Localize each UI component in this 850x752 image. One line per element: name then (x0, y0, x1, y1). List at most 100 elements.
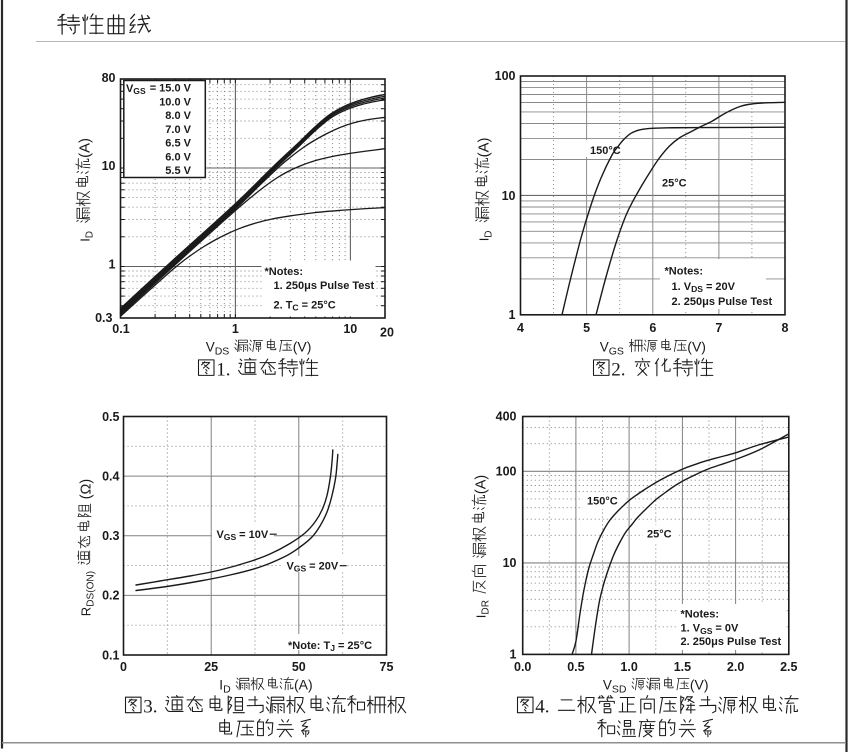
svg-text:5: 5 (583, 321, 590, 335)
svg-text:10: 10 (502, 189, 516, 203)
svg-text:I: I (477, 238, 492, 242)
svg-text:0.3: 0.3 (102, 529, 119, 543)
svg-text:DS: DS (215, 345, 230, 357)
svg-text:10: 10 (343, 322, 357, 336)
svg-text:(V): (V) (690, 677, 709, 693)
svg-text:7: 7 (715, 321, 722, 335)
svg-text:0.5: 0.5 (567, 660, 584, 674)
svg-text:D: D (223, 684, 231, 696)
svg-text:= 15.0 V: = 15.0 V (150, 83, 192, 95)
svg-text:1.5: 1.5 (674, 660, 691, 674)
svg-text:J: J (330, 643, 335, 653)
svg-text:1. V: 1. V (681, 623, 701, 635)
svg-text:0.4: 0.4 (102, 469, 119, 483)
svg-text:1. V: 1. V (672, 281, 692, 293)
svg-text:DS: DS (691, 284, 703, 294)
svg-text:I: I (219, 678, 223, 693)
svg-text:V: V (600, 339, 609, 354)
svg-text:(Ω): (Ω) (79, 479, 95, 504)
svg-text:20: 20 (380, 326, 394, 340)
svg-text:V: V (217, 529, 225, 541)
svg-text:*Note: T: *Note: T (288, 640, 330, 652)
svg-text:0.1: 0.1 (112, 322, 129, 336)
svg-text:V: V (126, 83, 134, 95)
svg-text:*Notes:: *Notes: (665, 266, 704, 278)
svg-text:1: 1 (232, 322, 239, 336)
svg-text:4: 4 (517, 321, 524, 335)
svg-text:0.5: 0.5 (102, 410, 119, 424)
svg-text:(A): (A) (474, 475, 490, 494)
svg-text:75: 75 (380, 660, 394, 674)
svg-text:= 25: = 25 (335, 640, 360, 652)
svg-text:150°C: 150°C (587, 496, 618, 508)
svg-text:2.0: 2.0 (727, 660, 744, 674)
svg-text:D: D (483, 230, 494, 237)
svg-text:3.: 3. (143, 697, 162, 718)
svg-text:8: 8 (782, 321, 789, 335)
svg-text:10: 10 (102, 159, 116, 173)
svg-text:= 20V: = 20V (703, 281, 736, 293)
svg-text:R: R (79, 607, 94, 616)
svg-text:GS: GS (609, 345, 624, 357)
svg-text:6.5 V: 6.5 V (165, 138, 191, 150)
svg-text:0.1: 0.1 (102, 648, 119, 662)
svg-text:2. 250μs Pulse Test: 2. 250μs Pulse Test (681, 636, 782, 648)
svg-text:V: V (603, 678, 612, 693)
svg-text:GS: GS (224, 532, 237, 542)
svg-text:25°C: 25°C (647, 529, 672, 541)
svg-text:(A): (A) (78, 138, 94, 158)
svg-text:100: 100 (495, 69, 516, 83)
svg-text:2. 250μs Pulse Test: 2. 250μs Pulse Test (672, 296, 773, 308)
svg-text:7.0 V: 7.0 V (165, 124, 191, 136)
svg-text:6.0 V: 6.0 V (165, 151, 191, 163)
svg-text:1: 1 (109, 257, 116, 271)
svg-text:5.5 V: 5.5 V (165, 165, 191, 177)
svg-text:100: 100 (496, 464, 517, 478)
svg-text:V: V (206, 339, 215, 354)
svg-text:I: I (474, 615, 489, 619)
svg-text:25: 25 (204, 660, 218, 674)
svg-text:2.: 2. (611, 359, 630, 380)
svg-text:8.0 V: 8.0 V (165, 110, 191, 122)
svg-text:400: 400 (496, 410, 517, 424)
svg-text:= 10V: = 10V (236, 529, 269, 541)
svg-text:1. 250μs Pulse Test: 1. 250μs Pulse Test (274, 280, 375, 292)
svg-text:1: 1 (509, 308, 516, 322)
svg-text:I: I (78, 238, 93, 242)
svg-text:(V): (V) (687, 338, 706, 354)
svg-text:150°C: 150°C (590, 145, 621, 157)
svg-text:0.2: 0.2 (102, 589, 119, 603)
svg-text:SD: SD (612, 684, 627, 696)
svg-text:0: 0 (120, 660, 127, 674)
svg-text:*Notes:: *Notes: (681, 608, 720, 620)
svg-text:0.0: 0.0 (514, 660, 531, 674)
svg-text:°C: °C (360, 640, 372, 652)
svg-text:DS(ON): DS(ON) (85, 571, 96, 607)
svg-text:25°C: 25°C (662, 177, 687, 189)
svg-text:GS: GS (700, 626, 713, 636)
svg-text:(A): (A) (477, 138, 493, 158)
svg-text:1.0: 1.0 (620, 660, 637, 674)
svg-text:°C: °C (323, 299, 335, 311)
svg-text:(V): (V) (293, 338, 312, 354)
svg-text:2.5: 2.5 (780, 660, 797, 674)
svg-text:0.3: 0.3 (95, 311, 112, 325)
svg-text:= 0V: = 0V (712, 623, 739, 635)
svg-text:10: 10 (503, 556, 517, 570)
svg-text:= 25: = 25 (299, 299, 324, 311)
svg-text:1: 1 (510, 648, 517, 662)
svg-text:80: 80 (102, 71, 116, 85)
svg-text:10.0 V: 10.0 V (159, 96, 191, 108)
svg-text:= 20V: = 20V (306, 560, 339, 572)
svg-text:DR: DR (480, 600, 491, 615)
svg-text:4.: 4. (535, 697, 554, 718)
svg-text:6: 6 (649, 321, 656, 335)
svg-text:V: V (287, 560, 295, 572)
svg-text:D: D (84, 231, 95, 238)
svg-text:GS: GS (133, 86, 146, 96)
svg-text:1.: 1. (216, 359, 235, 380)
svg-text:*Notes:: *Notes: (265, 266, 304, 278)
svg-text:2. T: 2. T (274, 299, 293, 311)
svg-text:GS: GS (294, 564, 307, 574)
svg-text:(A): (A) (294, 677, 313, 693)
